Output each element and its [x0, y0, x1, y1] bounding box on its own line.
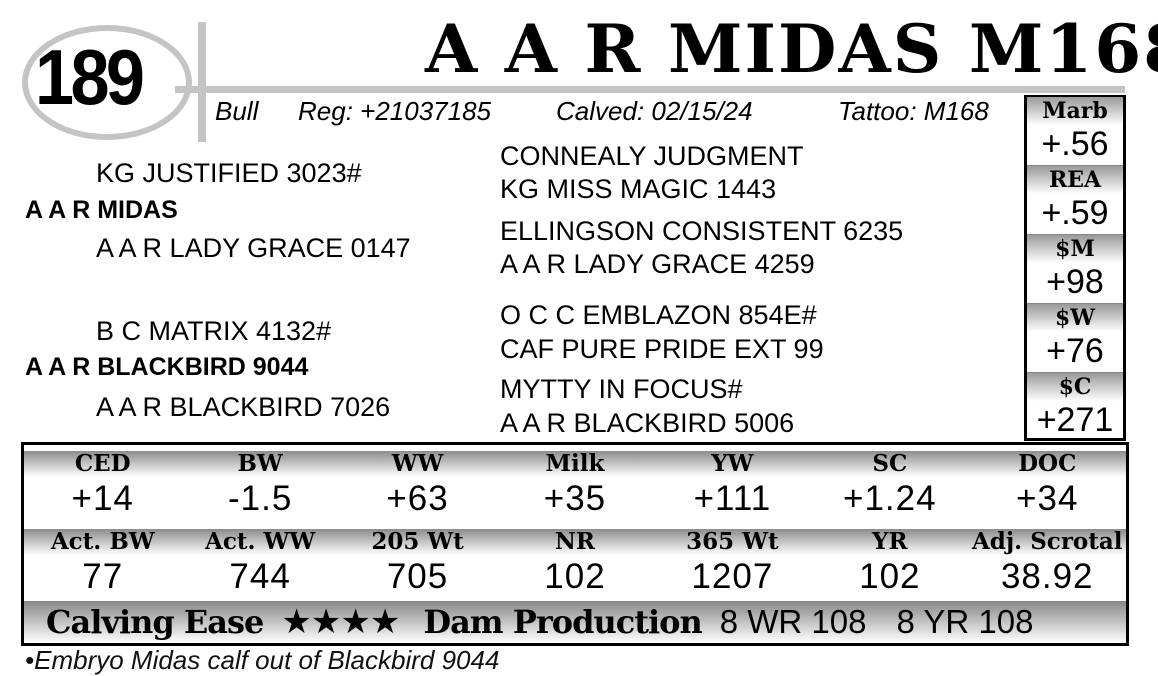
footnote: •Embryo Midas calf out of Blackbird 9044: [25, 645, 500, 675]
bottom-bar: Calving Ease ★★★★ Dam Production 8 WR 10…: [24, 601, 1126, 643]
epd-value: 1207: [691, 557, 774, 596]
epd-value: 705: [386, 557, 449, 596]
index-label: $M: [1027, 235, 1123, 263]
header-divider: [175, 86, 1125, 93]
dam-production-label: Dam Production: [423, 603, 702, 641]
sd-dam: A A R LADY GRACE 4259: [500, 249, 815, 279]
dd-sire: MYTTY IN FOCUS#: [500, 374, 743, 404]
sex: Bull: [215, 96, 259, 126]
epd-table: CED BW WW Milk YW SC DOC +14 -1.5 +63 +35 +111 +1.2…: [21, 442, 1129, 646]
index-label: REA: [1027, 166, 1123, 194]
value-index-box: Marb +.56 REA +.59 $M +98 $W +76 $C +271: [1024, 95, 1126, 441]
registration: Reg: +21037185: [298, 96, 492, 126]
epd-value: +34: [1016, 479, 1079, 518]
index-value: +98: [1046, 263, 1104, 301]
logo-bar: [198, 22, 206, 142]
epd-value: +63: [386, 479, 449, 518]
epd-label: WW: [391, 450, 444, 477]
calving-ease-stars: ★★★★: [281, 603, 400, 641]
epd-value: +111: [693, 479, 772, 518]
epd-label: YW: [711, 450, 754, 477]
index-w: $W +76: [1027, 304, 1123, 373]
epd-value: 744: [229, 557, 291, 596]
index-label: $W: [1027, 304, 1123, 332]
dam-production-wr: 8 WR 108: [719, 603, 867, 640]
sire-dam: A A R LADY GRACE 0147: [96, 233, 411, 263]
epd-label: Act. BW: [50, 528, 155, 555]
logo-ring: [22, 25, 192, 140]
ds-dam: CAF PURE PRIDE EXT 99: [500, 334, 824, 364]
index-rea: REA +.59: [1027, 166, 1123, 235]
epd-label: 205 Wt: [371, 528, 464, 555]
ss-sire: CONNEALY JUDGMENT: [500, 141, 804, 171]
epd-label: DOC: [1018, 450, 1077, 477]
lot-number: 189: [35, 33, 145, 121]
epd-value: +14: [71, 479, 134, 518]
sire: A A R MIDAS: [25, 196, 178, 224]
index-label: $C: [1027, 373, 1123, 401]
epd-value: +35: [543, 479, 607, 518]
index-marb: Marb +.56: [1027, 97, 1123, 166]
animal-name: A A R MIDAS M168: [425, 10, 1158, 88]
epd-value: 102: [859, 557, 921, 596]
epd-label: YR: [872, 528, 908, 555]
epd-value: 38.92: [1000, 557, 1094, 596]
dam: A A R BLACKBIRD 9044: [25, 353, 309, 381]
epd-label: CED: [74, 450, 131, 477]
dd-dam: A A R BLACKBIRD 5006: [500, 408, 795, 438]
dam-sire: B C MATRIX 4132#: [96, 316, 332, 346]
epd-value: 102: [544, 557, 606, 596]
epd-value: -1.5: [227, 479, 293, 518]
dam-dam: A A R BLACKBIRD 7026: [96, 392, 391, 422]
index-value: +.59: [1041, 194, 1109, 232]
epd-label: Milk: [545, 450, 605, 477]
ss-dam: KG MISS MAGIC 1443: [500, 174, 777, 204]
epd-label: NR: [554, 528, 596, 555]
index-label: Marb: [1027, 97, 1123, 125]
index-m: $M +98: [1027, 235, 1123, 304]
index-value: +271: [1036, 401, 1114, 439]
index-value: +.56: [1041, 125, 1109, 163]
sd-sire: ELLINGSON CONSISTENT 6235: [500, 216, 904, 246]
tattoo: Tattoo: M168: [838, 96, 989, 126]
epd-label: Adj. Scrotal: [971, 528, 1123, 555]
epd-label: 365 Wt: [686, 528, 779, 555]
index-value: +76: [1046, 332, 1104, 370]
epd-label: BW: [237, 450, 283, 477]
epd-label: Act. WW: [205, 528, 316, 555]
sire-sire: KG JUSTIFIED 3023#: [96, 158, 362, 188]
calving-ease-label: Calving Ease: [46, 603, 264, 641]
calved-date: Calved: 02/15/24: [556, 96, 753, 126]
dam-production-yr: 8 YR 108: [896, 603, 1034, 640]
epd-value: 77: [82, 557, 124, 596]
epd-value: +1.24: [843, 479, 937, 518]
index-c: $C +271: [1027, 373, 1123, 441]
ds-sire: O C C EMBLAZON 854E#: [500, 300, 817, 330]
epd-label: SC: [872, 450, 908, 477]
